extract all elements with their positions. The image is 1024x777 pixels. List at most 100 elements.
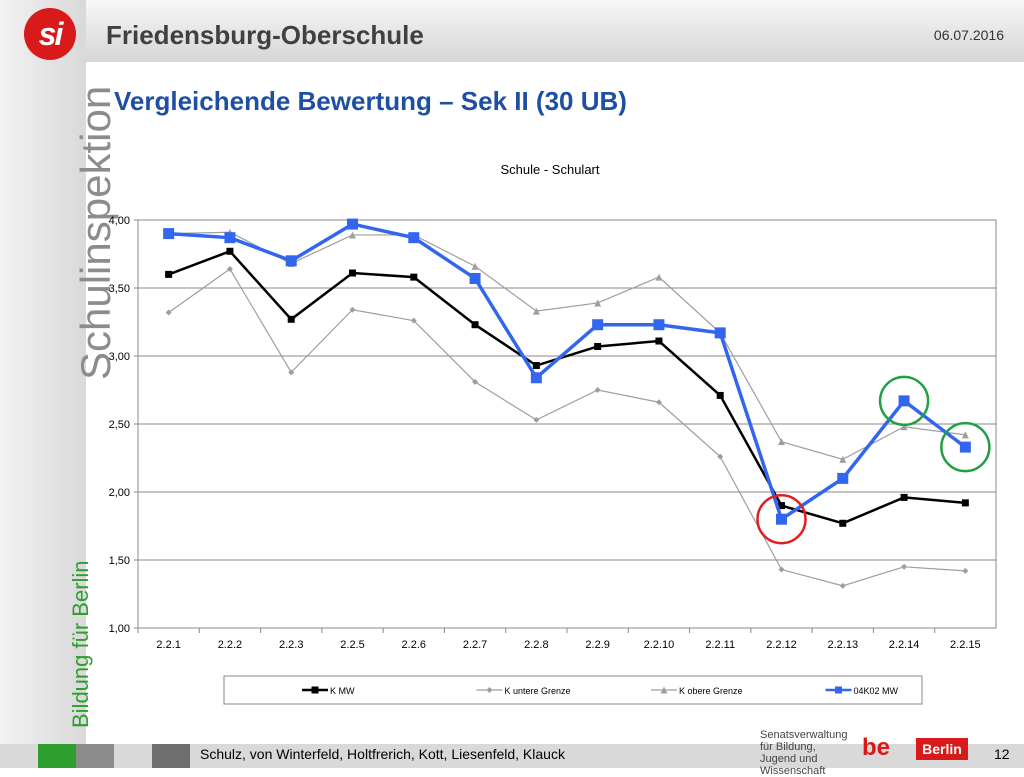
data-point-04k02-mw [714, 327, 726, 339]
series-line-04k02-mw [168, 222, 967, 522]
logo-text: si [38, 15, 64, 52]
data-point-k-untere-grenze [962, 567, 969, 574]
data-point-k-obere-grenze [594, 299, 602, 307]
series-line-k-mw [168, 249, 966, 525]
x-tick-label: 2.2.9 [585, 639, 609, 651]
data-point-k-mw [778, 502, 785, 510]
data-point-k-mw [655, 337, 663, 345]
legend-marker-k-obere-grenze [660, 686, 668, 694]
data-point-04k02-mw [898, 395, 910, 407]
x-tick-label: 2.2.14 [889, 639, 920, 651]
data-point-k-mw [410, 273, 418, 281]
y-tick-label: 2,00 [109, 487, 130, 499]
data-point-04k02-mw [285, 255, 297, 267]
data-point-k-mw [594, 342, 602, 350]
data-point-04k02-mw [959, 441, 971, 453]
header-bar [86, 0, 1024, 62]
data-point-04k02-mw [347, 218, 358, 230]
data-point-04k02-mw [653, 319, 665, 331]
data-point-k-untere-grenze [839, 582, 846, 589]
data-point-04k02-mw [776, 513, 787, 525]
data-point-k-untere-grenze [410, 317, 417, 324]
x-tick-label: 2.2.10 [644, 639, 675, 651]
highlight-circle-green [878, 375, 930, 427]
footer-authors: Schulz, von Winterfeld, Holtfrerich, Kot… [200, 746, 565, 762]
data-point-k-untere-grenze [533, 416, 540, 423]
data-point-k-untere-grenze [349, 306, 356, 313]
footer-gray-block [76, 744, 114, 768]
data-point-k-untere-grenze [165, 309, 172, 316]
y-tick-label: 1,00 [109, 623, 130, 635]
berlin-logo-box: Berlin [916, 738, 968, 760]
highlight-circle-red [756, 493, 807, 545]
y-tick-label: 4,00 [109, 215, 130, 227]
data-point-k-untere-grenze [226, 265, 233, 272]
data-point-k-mw [900, 493, 908, 501]
chart-svg: Schule - Schulart 1,00 1,50 2,00 2,50 3,00 3,5… [109, 162, 997, 705]
x-tick-label: 2.2.8 [524, 639, 548, 651]
data-point-k-mw [961, 499, 969, 507]
x-tick-label: 2.2.15 [950, 639, 981, 651]
footer-green-block [38, 744, 76, 768]
data-point-k-untere-grenze [717, 453, 724, 460]
data-point-04k02-mw [408, 232, 420, 244]
x-tick-label: 2.2.12 [766, 639, 797, 651]
x-tick-label: 2.2.1 [156, 639, 180, 651]
legend-box [223, 675, 923, 705]
left-sidebar [0, 0, 86, 745]
y-tick-label: 3,00 [109, 351, 130, 363]
x-tick-label: 2.2.2 [218, 639, 242, 651]
data-point-k-mw [287, 315, 295, 323]
legend-label-k-mw: K MW [330, 686, 355, 696]
series-line-k-obere-grenze [168, 231, 966, 461]
data-point-k-untere-grenze [594, 387, 601, 393]
data-point-k-obere-grenze [778, 438, 785, 446]
schulinspektion-logo: si [24, 8, 76, 60]
data-point-k-mw [165, 270, 173, 278]
line-chart: Schule - Schulart 1,00 1,50 2,00 2,50 3,00 3,5… [90, 150, 1020, 720]
data-point-k-untere-grenze [778, 566, 785, 573]
data-point-04k02-mw [592, 319, 604, 331]
legend-label-k-obere-grenze: K obere Grenze [679, 686, 743, 696]
x-tick-label: 2.2.6 [402, 639, 426, 651]
data-point-k-untere-grenze [655, 399, 662, 406]
data-point-04k02-mw [224, 232, 236, 244]
y-tick-label: 1,50 [109, 555, 130, 567]
legend-marker-k-untere-grenze [486, 687, 493, 693]
data-point-k-obere-grenze [655, 273, 663, 281]
x-tick-label: 2.2.7 [463, 639, 487, 651]
data-point-k-mw [839, 519, 847, 527]
x-tick-label: 2.2.5 [340, 639, 364, 651]
y-tick-label: 2,50 [109, 419, 130, 431]
data-point-k-mw [716, 391, 724, 399]
page-title: Vergleichende Bewertung – Sek II (30 UB) [114, 86, 627, 116]
data-point-k-mw [471, 321, 479, 329]
data-point-k-untere-grenze [472, 378, 479, 385]
x-tick-label: 2.2.3 [279, 639, 303, 651]
page-number: 12 [994, 746, 1010, 762]
data-point-k-untere-grenze [288, 369, 295, 376]
footer-dark-block [152, 744, 190, 768]
legend-marker-04k02-mw [835, 686, 842, 694]
data-point-k-obere-grenze [839, 455, 847, 463]
data-point-k-mw [532, 362, 540, 370]
data-point-04k02-mw [837, 472, 849, 484]
data-point-k-obere-grenze [961, 431, 969, 439]
data-point-k-untere-grenze [901, 563, 908, 570]
data-point-k-obere-grenze [349, 231, 356, 239]
data-point-04k02-mw [530, 372, 542, 384]
data-point-04k02-mw [469, 272, 481, 284]
legend-label-04k02-mw: 04K02 MW [854, 686, 899, 696]
series-line-k-untere-grenze [168, 268, 966, 587]
data-point-k-obere-grenze [532, 307, 540, 315]
x-tick-label: 2.2.11 [705, 639, 735, 651]
data-point-k-mw [349, 269, 356, 277]
legend-label-k-untere-grenze: K untere Grenze [505, 686, 571, 696]
school-title: Friedensburg-Oberschule [106, 20, 424, 50]
y-tick-label: 3,50 [109, 283, 130, 295]
highlight-circle-green [940, 421, 991, 473]
chart-title: Schule - Schulart [501, 162, 600, 177]
senat-logo-text: Senatsverwaltung für Bildung, Jugend und… [760, 729, 848, 777]
slide-date: 06.07.2016 [933, 27, 1004, 43]
data-point-04k02-mw [163, 228, 175, 240]
